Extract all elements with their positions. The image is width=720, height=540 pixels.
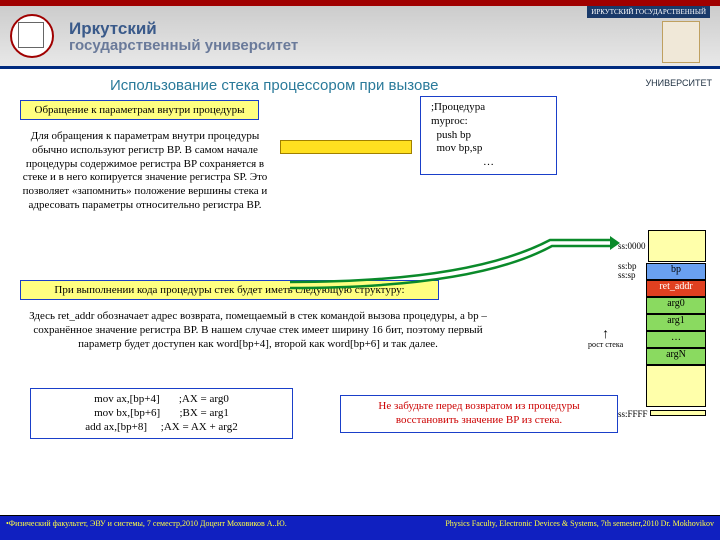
stack-cell-top: [648, 230, 706, 262]
footer-right: Physics Faculty, Electronic Devices & Sy…: [445, 519, 714, 537]
stack-grow-label: ↑ рост стека: [588, 330, 623, 349]
header-tag: ИРКУТСКИЙ ГОСУДАРСТВЕННЫЙ: [587, 6, 710, 18]
university-name: Иркутский государственный университет: [69, 19, 298, 54]
proc-l4: mov bp,sp: [431, 142, 546, 156]
uni-line2: государственный университет: [69, 37, 298, 54]
university-logo: [10, 14, 54, 58]
paragraph-1: Для обращения к параметрам внутри процед…: [20, 130, 270, 213]
stack-diagram: ss:0000 ss:bp ss:sp bp ret_addr arg0 arg…: [618, 230, 706, 419]
proc-l2: myproc:: [431, 115, 546, 129]
code-l1: mov ax,[bp+4] ;AX = arg0: [39, 393, 284, 407]
stack-cell-arg1: arg1: [646, 314, 706, 331]
university-label-right: УНИВЕРСИТЕТ: [645, 78, 712, 88]
connector-yellow: [280, 140, 412, 154]
lbl-ssffff: ss:FFFF: [618, 409, 650, 419]
lbl-ss0000: ss:0000: [618, 241, 648, 251]
slide-footer: •Физический факультет, ЭВУ и системы, 7 …: [0, 515, 720, 540]
stack-cell-bottom: [650, 410, 706, 416]
box-accessing-params: Обращение к параметрам внутри процедуры: [20, 100, 259, 120]
box-procedure-code: ;Процедура myproc: push bp mov bp,sp …: [420, 96, 557, 175]
box1-text: Обращение к параметрам внутри процедуры: [35, 104, 245, 116]
stack-cell-arg0: arg0: [646, 297, 706, 314]
stack-cell-bp: bp: [646, 263, 706, 280]
stack-cell-argn: argN: [646, 348, 706, 365]
box-warning: Не забудьте перед возвратом из процедуры…: [340, 395, 618, 433]
code-l3: add ax,[bp+8] ;AX = AX + arg2: [39, 421, 284, 435]
stack-cell-gap: [646, 365, 706, 407]
university-crest: [662, 21, 700, 63]
lbl-sssp: ss:sp: [618, 271, 637, 280]
proc-l1: ;Процедура: [431, 101, 546, 115]
paragraph-2: Здесь ret_addr обозначает адрес возврата…: [18, 310, 498, 351]
warning-text: Не забудьте перед возвратом из процедуры…: [378, 400, 579, 426]
uni-line1: Иркутский: [69, 19, 298, 39]
code-l2: mov bx,[bp+6] ;BX = arg1: [39, 407, 284, 421]
grow-text: рост стека: [588, 340, 623, 349]
box-code-example: mov ax,[bp+4] ;AX = arg0 mov bx,[bp+6] ;…: [30, 388, 293, 439]
proc-l3: push bp: [431, 129, 546, 143]
footer-left: •Физический факультет, ЭВУ и системы, 7 …: [6, 519, 287, 537]
proc-l5: …: [431, 156, 546, 170]
stack-cell-dots: …: [646, 331, 706, 348]
connector-green: [290, 200, 620, 290]
slide-title: Использование стека процессором при вызо…: [110, 77, 720, 94]
stack-cell-ret: ret_addr: [646, 280, 706, 297]
slide-header: Иркутский государственный университет ИР…: [0, 0, 720, 69]
